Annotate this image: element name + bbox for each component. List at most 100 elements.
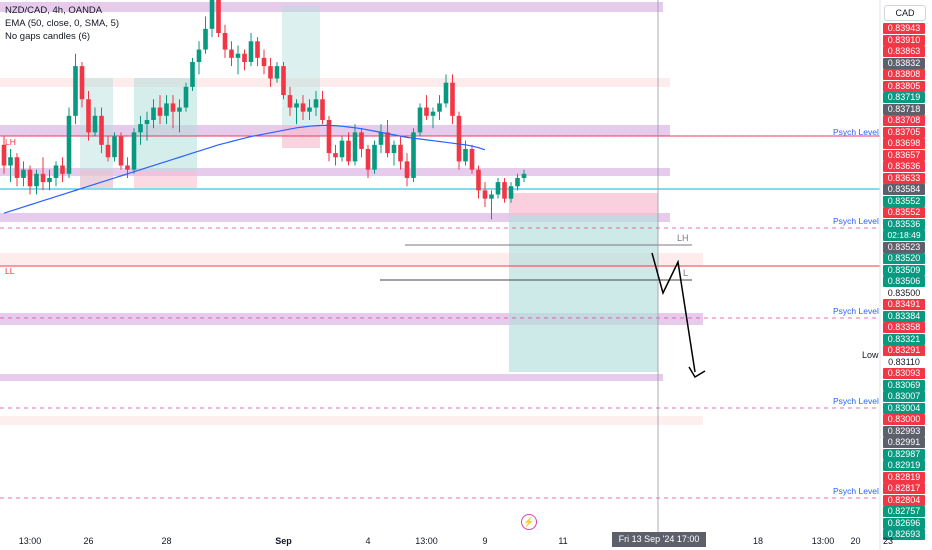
candle-body xyxy=(313,99,319,108)
currency-button[interactable]: CAD xyxy=(884,5,926,21)
price-tag: 0.83808 xyxy=(883,69,925,80)
price-tag: 0.82987 xyxy=(883,448,925,460)
candle-body xyxy=(411,132,416,178)
candle-body xyxy=(151,107,156,120)
price-tag: 0.82696 xyxy=(883,517,925,529)
ema-indicator-label[interactable]: EMA (50, close, 0, SMA, 5) xyxy=(5,18,120,29)
candle-body xyxy=(294,103,299,108)
candle-body xyxy=(378,132,384,145)
time-tick-label: 18 xyxy=(752,536,764,546)
price-tag: 0.83698 xyxy=(883,138,925,149)
candle-body xyxy=(8,157,13,166)
price-tag: 0.83506 xyxy=(883,276,925,287)
no-gaps-indicator-label[interactable]: No gaps candles (6) xyxy=(5,31,91,42)
range-box xyxy=(282,126,320,148)
price-tag: 0.83636 xyxy=(883,161,925,172)
candle-body xyxy=(274,66,280,79)
time-tick-label: 4 xyxy=(365,536,371,546)
candle-body xyxy=(515,177,520,187)
candle-body xyxy=(417,107,423,133)
candle-body xyxy=(131,132,137,170)
candle-body xyxy=(326,119,332,154)
supply-demand-zone xyxy=(0,78,670,87)
candle-body xyxy=(105,144,111,158)
l-right-label: L xyxy=(683,268,689,278)
symbol-title[interactable]: NZD/CAD, 4h, OANDA xyxy=(5,5,103,16)
candle-body xyxy=(456,115,462,162)
candle-body xyxy=(391,144,397,154)
crosshair-time-label: Fri 13 Sep '24 17:00 xyxy=(612,532,706,547)
candle-body xyxy=(437,103,442,112)
price-tag: 0.83910 xyxy=(883,34,925,46)
price-tag: 0.83536 xyxy=(883,218,925,230)
candle-body xyxy=(40,173,46,183)
candle-body xyxy=(157,107,163,116)
price-tag: 0.83943 xyxy=(883,23,925,34)
time-tick-label: 13:00 xyxy=(18,536,42,546)
candle-body xyxy=(60,165,65,174)
lh-right-label: LH xyxy=(677,233,689,243)
price-tag: 0.83552 xyxy=(883,207,925,218)
time-tick-label: 13:00 xyxy=(415,536,438,546)
psych-level-label: Psych Level xyxy=(833,127,879,137)
range-box xyxy=(134,171,197,188)
candle-body xyxy=(138,124,143,133)
candle-body xyxy=(73,66,78,116)
candle-body xyxy=(463,148,468,162)
supply-demand-zone xyxy=(0,213,670,222)
projected-path xyxy=(651,252,696,373)
price-tag: 0.83584 xyxy=(883,184,925,195)
candle-body xyxy=(118,136,124,166)
candle-body xyxy=(424,107,429,116)
price-tag: 0.83805 xyxy=(883,80,925,92)
candle-body xyxy=(235,53,241,58)
candle-body xyxy=(112,136,117,158)
psych-level-label: Psych Level xyxy=(833,396,879,406)
candle-body xyxy=(177,107,182,112)
price-tag: 0.82993 xyxy=(883,425,925,437)
stop-loss-box xyxy=(509,193,658,215)
arrow-head-icon xyxy=(688,366,706,379)
candle-body xyxy=(489,194,494,199)
candle-body xyxy=(216,0,221,33)
price-tag: 0.83509 xyxy=(883,264,925,276)
candle-body xyxy=(222,32,228,50)
candle-body xyxy=(79,66,85,100)
candle-body xyxy=(27,169,33,187)
candle-body xyxy=(287,95,293,108)
price-tag: 0.83718 xyxy=(883,103,925,115)
price-tag: 0.83523 xyxy=(883,241,925,253)
range-box xyxy=(80,170,113,188)
candle-body xyxy=(261,57,267,67)
chart-header: NZD/CAD, 4h, OANDA EMA (50, close, 0, SM… xyxy=(5,4,119,43)
candle-body xyxy=(443,82,449,104)
candle-body xyxy=(203,28,208,50)
time-tick-label: 13:00 xyxy=(811,536,835,546)
candle-body xyxy=(346,140,351,162)
candle-body xyxy=(229,49,234,58)
time-tick-label: 28 xyxy=(161,536,172,546)
candle-body xyxy=(255,41,260,58)
price-tag: 0.82804 xyxy=(883,494,925,506)
candle-body xyxy=(86,99,91,133)
candle-body xyxy=(333,153,338,158)
candle-body xyxy=(398,144,403,162)
tradingview-logo-icon[interactable]: ⚡ xyxy=(521,514,537,530)
candle-body xyxy=(521,173,527,178)
candle-body xyxy=(242,53,247,62)
candle-body xyxy=(21,169,26,178)
candle-body xyxy=(359,132,364,149)
candle-body xyxy=(209,0,215,29)
price-tag: 0.83000 xyxy=(883,414,925,425)
candle-body xyxy=(47,177,52,183)
candle-body xyxy=(281,66,286,96)
candle-body xyxy=(144,119,150,125)
ema-line xyxy=(3,124,486,214)
price-tag: 0.83705 xyxy=(883,126,925,138)
supply-demand-zone xyxy=(0,374,663,381)
range-box xyxy=(80,78,113,188)
time-tick-label: 20 xyxy=(850,536,861,546)
candle-body xyxy=(385,132,390,154)
price-tag: 0.83358 xyxy=(883,322,925,333)
